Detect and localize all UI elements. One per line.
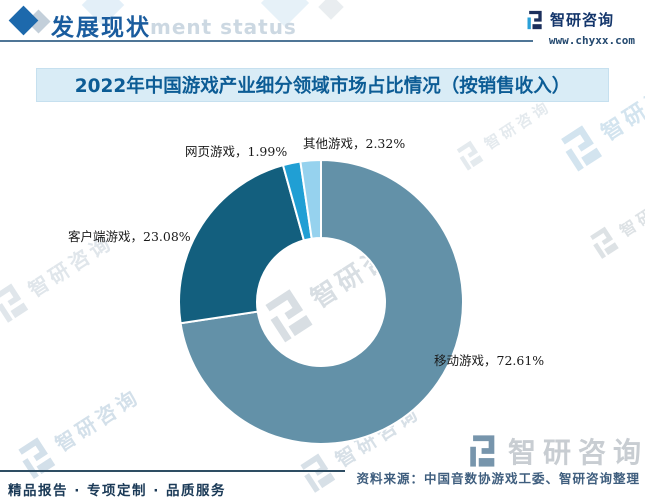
chart-title: 2022年中国游戏产业细分领域市场占比情况（按销售收入）: [74, 76, 571, 97]
header-diamond-icon: [8, 5, 39, 36]
brand-logo-icon: [525, 10, 545, 30]
watermark-text: 智研咨询: [616, 181, 645, 241]
footer-rule: [0, 470, 345, 472]
donut-chart: [177, 158, 465, 446]
brand-watermark: 智研咨询: [585, 176, 645, 262]
donut-slice-客户端游戏: [178, 163, 306, 325]
data-source: 资料来源：中国音数协游戏工委、智研咨询整理: [356, 471, 640, 486]
brand-name: 智研咨询: [550, 11, 615, 29]
donut-slice-移动游戏: [179, 158, 464, 445]
footer-motto: 精品报告 · 专项定制 · 品质服务: [8, 483, 227, 499]
header-rule: [0, 40, 533, 42]
brand-logo-icon: [294, 449, 341, 496]
brand-logo-icon: [585, 223, 624, 262]
section-title: 发展现状: [51, 15, 151, 41]
watermark-text: 智研咨询: [50, 383, 145, 457]
footer-brand-name: 智研咨询: [508, 436, 645, 469]
brand-logo-icon: [466, 434, 500, 468]
brand-watermark: 智研咨询: [11, 377, 146, 482]
brand-watermark: 智研咨询: [452, 93, 557, 174]
donut-slice-其他游戏: [299, 158, 322, 240]
brand-logo-icon: [11, 433, 61, 483]
brand-block: 智研咨询 www.chyxx.com: [525, 9, 635, 47]
brand-logo-icon: [0, 279, 34, 326]
corner-deco-shape: [318, 0, 344, 20]
brand-url: www.chyxx.com: [548, 34, 635, 47]
section-title-ghost: ment status: [150, 15, 297, 39]
label-other-games: 其他游戏，2.32%: [303, 136, 406, 151]
label-web-games: 网页游戏，1.99%: [185, 144, 288, 159]
label-client-games: 客户端游戏，23.08%: [68, 229, 191, 244]
donut-chart-svg: [178, 158, 464, 445]
chart-title-banner: 2022年中国游戏产业细分领域市场占比情况（按销售收入）: [36, 68, 609, 102]
watermark-text: 智研咨询: [480, 96, 555, 153]
footer-brand-watermark: 智研咨询: [466, 431, 645, 471]
label-mobile-games: 移动游戏，72.61%: [434, 353, 545, 368]
brand-logo-icon: [553, 120, 608, 175]
